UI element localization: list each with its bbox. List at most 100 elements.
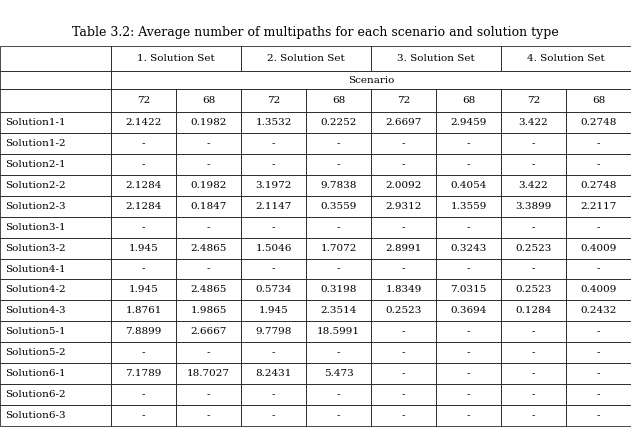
Bar	[371, 384, 436, 405]
Text: 9.7838: 9.7838	[321, 181, 357, 190]
Bar	[241, 46, 371, 71]
Text: Table 3.2: Average number of multipaths for each scenario and solution type: Table 3.2: Average number of multipaths …	[72, 26, 559, 39]
Text: 2.6667: 2.6667	[191, 327, 227, 336]
Bar	[0, 46, 111, 71]
Bar	[111, 363, 176, 384]
Bar	[501, 300, 566, 321]
Text: 0.4054: 0.4054	[451, 181, 487, 190]
Text: 72: 72	[397, 96, 410, 105]
Bar	[371, 300, 436, 321]
Text: 1.945: 1.945	[129, 244, 158, 252]
Bar	[111, 342, 176, 363]
Text: 3.3899: 3.3899	[516, 202, 551, 211]
Bar	[176, 89, 241, 112]
Text: 1.5046: 1.5046	[256, 244, 292, 252]
Text: 0.3198: 0.3198	[321, 286, 357, 294]
Text: 2.1284: 2.1284	[126, 181, 162, 190]
Text: -: -	[532, 327, 535, 336]
Bar	[0, 196, 111, 217]
Text: Solution6-2: Solution6-2	[5, 390, 66, 399]
Bar	[241, 363, 306, 384]
Bar	[306, 217, 371, 238]
Text: -: -	[337, 223, 340, 232]
Bar	[111, 71, 631, 89]
Text: -: -	[597, 223, 600, 232]
Text: 0.4009: 0.4009	[581, 286, 616, 294]
Bar	[566, 384, 631, 405]
Text: 72: 72	[137, 96, 150, 105]
Bar	[371, 154, 436, 175]
Bar	[176, 217, 241, 238]
Text: -: -	[402, 348, 405, 357]
Text: -: -	[402, 369, 405, 378]
Text: 2.0092: 2.0092	[386, 181, 422, 190]
Text: 0.2748: 0.2748	[581, 181, 616, 190]
Bar	[566, 217, 631, 238]
Bar	[0, 175, 111, 196]
Bar	[436, 238, 501, 259]
Bar	[111, 196, 176, 217]
Text: -: -	[467, 390, 470, 399]
Text: 72: 72	[267, 96, 280, 105]
Bar	[371, 112, 436, 133]
Text: 0.2432: 0.2432	[581, 307, 616, 315]
Text: -: -	[142, 411, 145, 420]
Bar	[436, 384, 501, 405]
Bar	[176, 133, 241, 154]
Bar	[501, 46, 631, 71]
Text: Solution4-3: Solution4-3	[5, 307, 66, 315]
Bar	[501, 133, 566, 154]
Bar	[306, 300, 371, 321]
Text: Solution5-1: Solution5-1	[5, 327, 66, 336]
Bar	[501, 321, 566, 342]
Bar	[176, 300, 241, 321]
Text: -: -	[272, 139, 275, 148]
Bar	[241, 300, 306, 321]
Bar	[0, 217, 111, 238]
Text: -: -	[402, 327, 405, 336]
Text: -: -	[272, 390, 275, 399]
Bar	[306, 384, 371, 405]
Text: -: -	[402, 411, 405, 420]
Text: -: -	[597, 327, 600, 336]
Bar	[0, 363, 111, 384]
Text: -: -	[402, 223, 405, 232]
Bar	[371, 175, 436, 196]
Text: 3.422: 3.422	[519, 118, 548, 127]
Text: -: -	[597, 139, 600, 148]
Text: 68: 68	[592, 96, 605, 105]
Bar	[501, 405, 566, 426]
Bar	[241, 175, 306, 196]
Bar	[0, 89, 111, 112]
Bar	[566, 259, 631, 279]
Text: 2.9312: 2.9312	[386, 202, 422, 211]
Bar	[436, 175, 501, 196]
Bar	[501, 154, 566, 175]
Bar	[306, 133, 371, 154]
Bar	[0, 279, 111, 300]
Bar	[306, 154, 371, 175]
Text: -: -	[467, 369, 470, 378]
Text: 7.0315: 7.0315	[451, 286, 487, 294]
Bar	[0, 384, 111, 405]
Bar	[241, 238, 306, 259]
Text: 0.2252: 0.2252	[321, 118, 357, 127]
Text: Solution1-2: Solution1-2	[5, 139, 66, 148]
Bar	[566, 89, 631, 112]
Bar	[371, 321, 436, 342]
Text: 0.3559: 0.3559	[321, 202, 357, 211]
Bar	[371, 46, 501, 71]
Bar	[371, 89, 436, 112]
Bar	[111, 405, 176, 426]
Bar	[111, 238, 176, 259]
Text: -: -	[532, 369, 535, 378]
Bar	[241, 405, 306, 426]
Text: 0.1847: 0.1847	[191, 202, 227, 211]
Text: -: -	[402, 265, 405, 273]
Text: -: -	[532, 223, 535, 232]
Bar	[0, 71, 111, 89]
Text: -: -	[467, 139, 470, 148]
Text: -: -	[532, 160, 535, 169]
Text: -: -	[337, 265, 340, 273]
Text: -: -	[532, 265, 535, 273]
